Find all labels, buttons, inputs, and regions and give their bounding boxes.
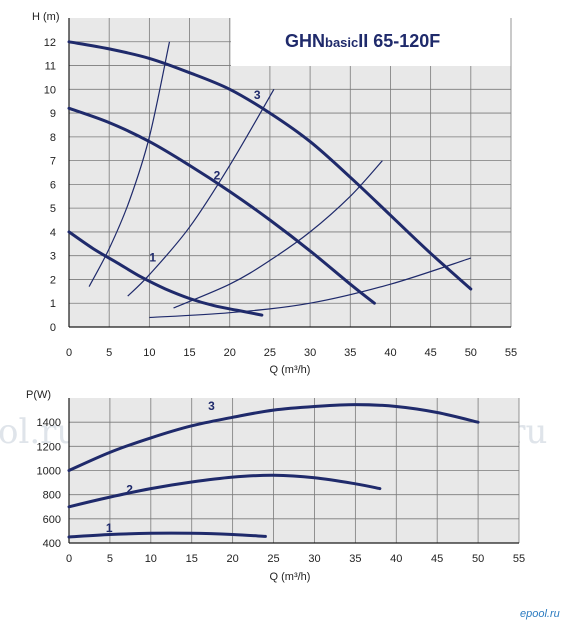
head-series: 1 2 3: [67, 40, 473, 317]
power-series: 1 2 3: [67, 399, 480, 539]
head-x-tick-label: 40: [384, 347, 396, 359]
power-x-tick-label: 15: [186, 553, 198, 565]
power-series-line-3: [67, 403, 480, 472]
head-plot-background: [69, 18, 511, 327]
system-curve: [88, 41, 171, 287]
power-x-tick-label: 25: [267, 553, 279, 565]
chart-title: GHNbasicII 65-120F: [285, 31, 440, 51]
power-x-tick-label: 20: [227, 553, 239, 565]
head-y-tick-label: 8: [50, 132, 56, 144]
head-x-tick-label: 45: [425, 347, 437, 359]
power-y-tick-label: 1000: [37, 466, 61, 478]
system-curve: [149, 257, 471, 319]
power-x-tick-label: 35: [349, 553, 361, 565]
watermark-text-left: ol.ru: [0, 412, 78, 452]
power-x-tick-label: 40: [390, 553, 402, 565]
head-y-tick-label: 4: [50, 227, 56, 239]
power-x-tick-label: 0: [66, 553, 72, 565]
power-x-axis-label: Q (m³/h): [270, 571, 311, 583]
head-x-tick-label: 30: [304, 347, 316, 359]
head-y-tick-label: 2: [50, 274, 56, 286]
head-y-tick-label: 0: [50, 322, 56, 334]
title-main: GHN: [285, 31, 325, 51]
power-y-tick-label: 800: [43, 490, 61, 502]
head-x-tick-label: 5: [106, 347, 112, 359]
head-y-tick-label: 10: [44, 84, 56, 96]
power-y-tick-label: 600: [43, 514, 61, 526]
power-y-tick-label: 400: [43, 538, 61, 550]
system-curves: [88, 41, 471, 319]
head-y-tick-label: 1: [50, 298, 56, 310]
power-x-tick-label: 5: [107, 553, 113, 565]
head-series-label-3: 3: [254, 88, 261, 102]
power-y-tick-label: 1200: [37, 441, 61, 453]
head-y-tick-label: 3: [50, 251, 56, 263]
head-y-tick-label: 9: [50, 108, 56, 120]
head-y-tick-label: 7: [50, 156, 56, 168]
head-chart-panel: 123 0 5 10 15 20 25 30 35 40 45 50 5501234567891011…: [32, 11, 517, 376]
head-x-tick-label: 25: [264, 347, 276, 359]
title-rest: II 65-120F: [358, 31, 440, 51]
head-x-tick-label: 0: [66, 347, 72, 359]
head-x-tick-label: 20: [224, 347, 236, 359]
head-x-tick-label: 35: [344, 347, 356, 359]
head-x-tick-label: 15: [183, 347, 195, 359]
system-curve: [127, 89, 275, 297]
power-series-label-1: 1: [106, 521, 113, 535]
power-x-tick-label: 55: [513, 553, 525, 565]
head-x-tick-label: 55: [505, 347, 517, 359]
head-series-line-3: [67, 40, 473, 291]
head-y-tick-label: 6: [50, 179, 56, 191]
head-x-tick-label: 50: [465, 347, 477, 359]
power-series-line-1: [67, 531, 267, 539]
title-box: [231, 18, 511, 66]
power-tick-labels: 0 5 10 15 20 25 30 35 40 45 50 55 400 600 800 1000 1200 1…: [37, 417, 526, 565]
power-x-tick-label: 10: [145, 553, 157, 565]
system-curve: [173, 160, 383, 309]
head-y-tick-label: 5: [50, 203, 56, 215]
power-y-tick-label: 1400: [37, 417, 61, 429]
power-x-tick-label: 45: [431, 553, 443, 565]
power-series-line-2: [67, 473, 382, 509]
head-y-tick-label: 11: [45, 61, 56, 73]
head-series-line-2: [67, 106, 376, 305]
power-x-tick-label: 30: [308, 553, 320, 565]
power-y-axis-label: P(W): [26, 389, 51, 401]
power-x-tick-label: 50: [472, 553, 484, 565]
power-series-label-2: 2: [126, 482, 133, 496]
head-series-label-1: 1: [149, 251, 156, 265]
title-sub: basic: [325, 35, 358, 50]
head-y-tick-label: 12: [44, 37, 56, 49]
head-y-axis-label: H (m): [32, 11, 60, 23]
head-series-line-1: [67, 230, 264, 317]
head-x-tick-label: 10: [143, 347, 155, 359]
power-series-label-3: 3: [208, 399, 215, 413]
epool-logo: epool.ru: [520, 608, 560, 620]
head-series-label-2: 2: [214, 169, 221, 183]
power-chart-panel: 1 2 3 0 5 10 15 20 25 30 35 40 45 50 55 400 600 800 1000 1…: [26, 389, 525, 583]
head-x-axis-label: Q (m³/h): [270, 364, 311, 376]
